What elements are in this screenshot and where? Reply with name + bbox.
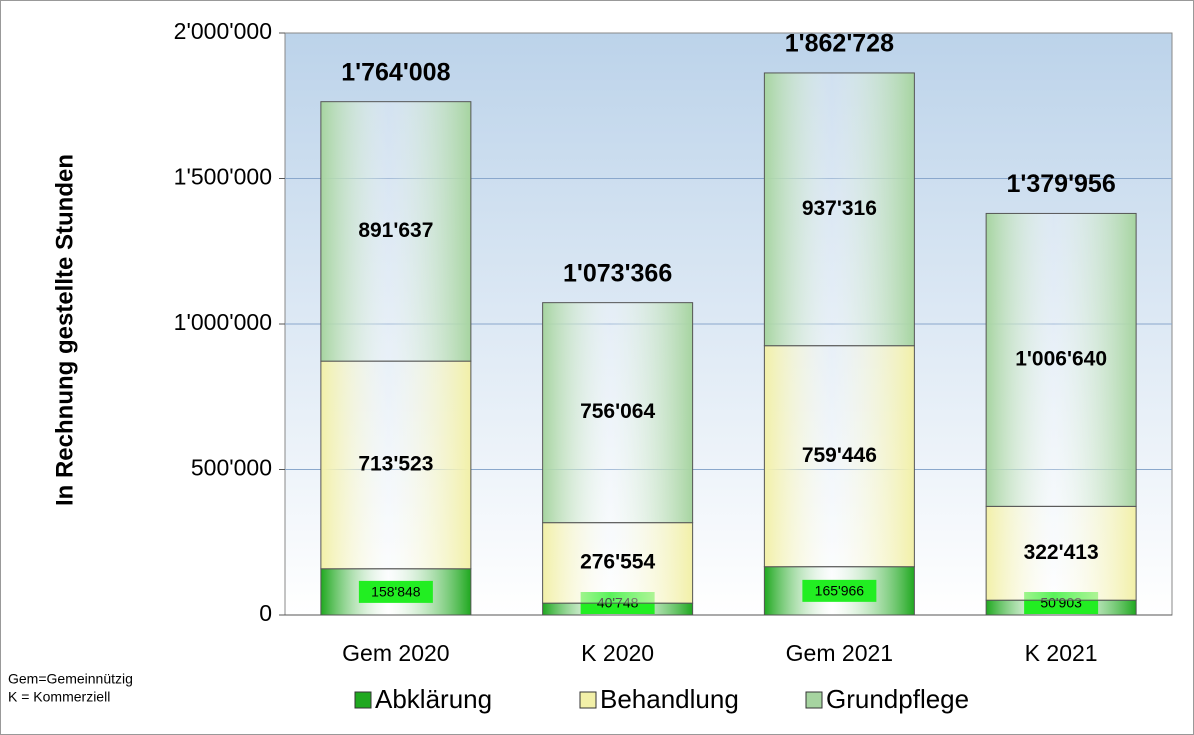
bar-segment [542, 302, 694, 524]
data-label: 891'637 [358, 219, 433, 242]
y-tick-label: 1'000'000 [174, 309, 272, 335]
bar-segment [763, 345, 915, 568]
bar-segment [985, 212, 1137, 507]
y-tick-label: 500'000 [191, 455, 272, 481]
legend-label: Abklärung [375, 684, 492, 714]
x-tick-label: Gem 2020 [342, 640, 449, 666]
total-label: 1'073'366 [563, 259, 672, 287]
y-tick-label: 2'000'000 [174, 18, 272, 44]
data-label: 937'316 [802, 197, 877, 220]
legend-swatch [579, 691, 597, 709]
legend-swatch [805, 691, 823, 709]
y-tick-label: 1'500'000 [174, 164, 272, 190]
data-label: 759'446 [802, 444, 877, 467]
data-label: 165'966 [815, 583, 865, 599]
bar-segment [542, 522, 694, 604]
data-label: 276'554 [580, 550, 655, 573]
legend-swatch [354, 691, 372, 709]
data-label: 322'413 [1024, 541, 1099, 564]
data-label: 158'848 [371, 584, 421, 600]
data-label: 713'523 [358, 453, 433, 476]
data-label: 1'006'640 [1015, 347, 1107, 370]
bar-segment [763, 72, 915, 347]
legend-label: Behandlung [600, 684, 739, 714]
x-tick-label: K 2020 [581, 640, 654, 666]
y-tick-label: 0 [259, 600, 272, 626]
legend-label: Grundpflege [826, 684, 969, 714]
note: K = Kommerziell [8, 689, 110, 705]
bar-segment [320, 101, 472, 362]
label-background [802, 579, 877, 602]
bar-segment [320, 360, 472, 570]
total-label: 1'379'956 [1007, 170, 1116, 198]
x-tick-label: Gem 2021 [786, 640, 893, 666]
note: Gem=Gemeinnützig [8, 671, 133, 687]
y-axis-title: In Rechnung gestellte Stunden [51, 154, 78, 506]
total-label: 1'862'728 [785, 30, 894, 58]
label-background [358, 580, 433, 603]
data-label: 756'064 [580, 400, 655, 423]
bar-segment [985, 505, 1137, 601]
total-label: 1'764'008 [341, 58, 450, 86]
x-tick-label: K 2021 [1025, 640, 1098, 666]
